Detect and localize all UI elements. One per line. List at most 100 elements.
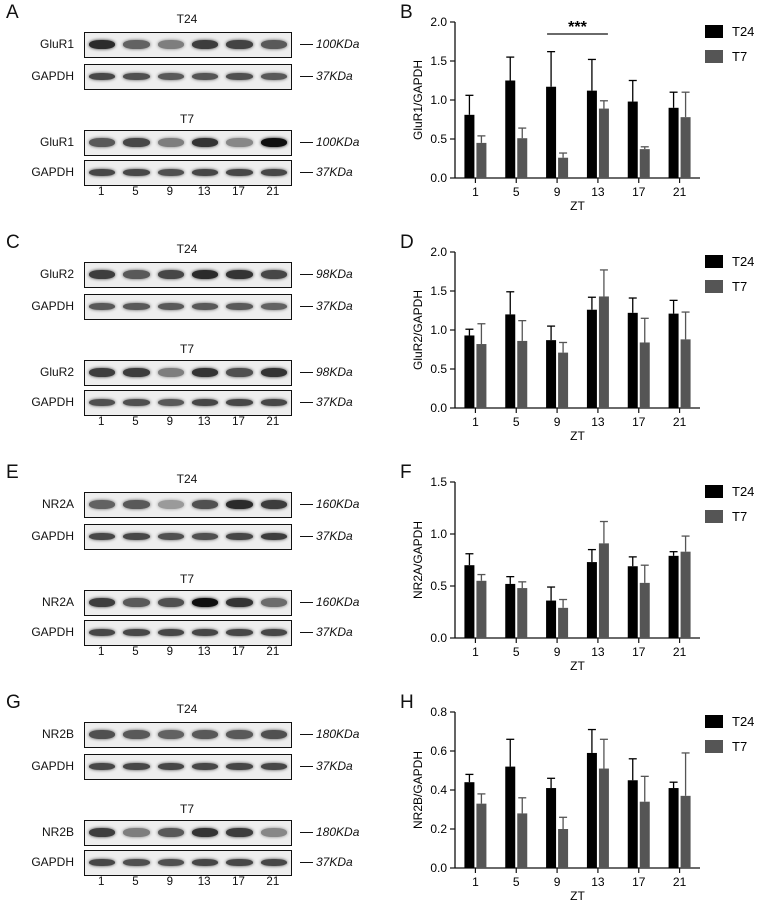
blot-group-title: T7 [179,112,194,126]
molecular-weight-marker: 37KDa [300,299,353,313]
chart-panel-letter: B [400,2,413,23]
blot-band [157,398,184,406]
blot-band [157,269,184,279]
y-tick-label: 2.0 [430,245,447,259]
target-protein-label: GluR1 [39,37,74,51]
lane-label: 1 [97,186,105,198]
x-tick-label: 17 [632,875,646,889]
blot-band [226,532,253,540]
marker-text: 37KDa [316,165,353,179]
blot-band [226,762,253,770]
marker-dash [300,832,313,834]
bar [505,80,516,178]
y-tick-label: 0.0 [430,171,447,185]
bar [464,565,475,638]
lane-label: 17 [232,876,245,888]
loading-blot-strip [84,294,292,320]
blot-band [123,499,150,509]
marker-text: 98KDa [316,267,353,281]
loading-blot-strip [84,850,292,876]
loading-control-label: GAPDH [31,165,74,179]
y-tick-label: 0.8 [430,705,447,719]
target-protein-label: GluR1 [39,135,74,149]
legend-label: T24 [732,254,754,269]
molecular-weight-marker: 37KDa [300,529,353,543]
bar [546,340,557,408]
bar [586,752,597,868]
x-tick-label: 5 [513,415,520,429]
bar [627,780,638,868]
marker-dash [300,402,313,404]
blot-band [157,532,184,540]
bar [598,296,609,408]
y-tick-label: 1.5 [430,284,447,298]
bar [668,107,679,178]
blot-band [226,367,253,377]
lane-label: 21 [266,416,280,428]
marker-text: 98KDa [316,365,353,379]
bar [558,157,569,178]
blot-band [123,367,150,377]
y-tick-label: 0.2 [430,822,447,836]
y-axis-label: NR2A/GAPDH [411,521,425,599]
blot-band [123,827,150,837]
molecular-weight-marker: 37KDa [300,855,353,869]
blot-band [157,858,184,866]
molecular-weight-marker: 100KDa [300,135,359,149]
bar [668,555,679,638]
lane-label: 1 [97,876,105,888]
bar [639,342,650,408]
bar [558,829,569,868]
blot-band [123,628,150,636]
lane-label: 17 [232,646,245,658]
blot-band [89,858,116,866]
marker-dash [300,142,313,144]
x-tick-label: 1 [472,645,479,659]
blot-band [192,137,219,147]
y-axis-label: NR2B/GAPDH [411,751,425,829]
marker-text: 37KDa [316,625,353,639]
legend-label: T7 [732,509,747,524]
blot-band [260,827,287,837]
marker-dash [300,632,313,634]
bar [476,344,487,408]
target-protein-label: NR2A [41,497,74,511]
target-protein-label: GluR2 [39,365,74,379]
blot-band [89,499,116,509]
bar [546,788,557,868]
chart-panel-letter: F [400,462,412,483]
loading-control-label: GAPDH [31,299,74,313]
x-axis-label: ZT [570,889,585,903]
lane-label: 21 [266,186,280,198]
y-tick-label: 0.6 [430,744,447,758]
blot-band [226,827,253,837]
blot-band [89,628,116,636]
legend-swatch [705,255,723,268]
bar [476,803,487,868]
blot-band [192,269,219,279]
blot-panel-letter: G [6,692,21,713]
lane-label: 5 [132,416,139,428]
y-tick-label: 1.5 [430,54,447,68]
legend-swatch [705,25,723,38]
lane-label: 21 [266,646,280,658]
blot-band [89,532,116,540]
bar [598,768,609,868]
lane-label: 13 [197,876,211,888]
bar [476,580,487,638]
blot-band [226,137,253,147]
target-blot-strip [84,722,292,748]
blot-band [89,302,116,310]
molecular-weight-marker: 37KDa [300,625,353,639]
marker-text: 37KDa [316,69,353,83]
marker-dash [300,306,313,308]
chart-panel-letter: H [400,692,414,713]
molecular-weight-marker: 98KDa [300,365,353,379]
x-tick-label: 9 [554,875,561,889]
marker-text: 100KDa [316,37,360,51]
target-blot-strip [84,262,292,288]
lane-label: 13 [197,186,211,198]
blot-band [123,302,150,310]
bar-chart: 0.0 0.5 1.0 1.5 NR2A/GAPDH 1 5 9 13 17 21 ZT T24 T7 [411,475,754,673]
bar [464,335,475,408]
